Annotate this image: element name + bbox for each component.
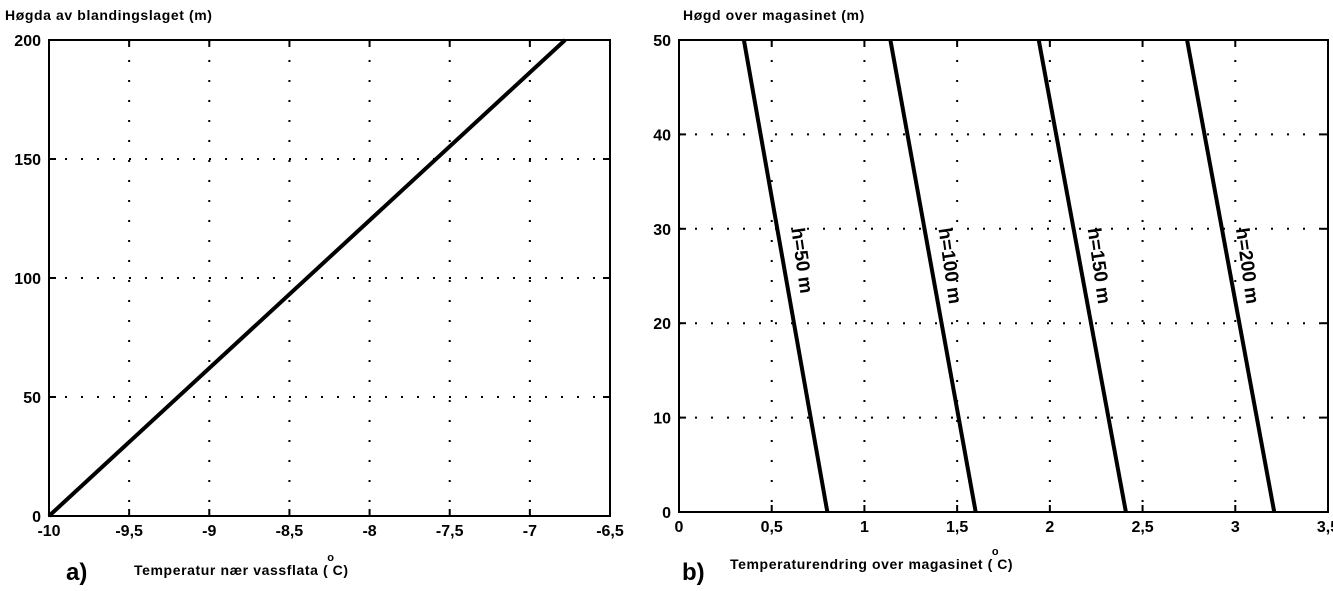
tick-labels-b: 0 0,5 1 1,5 2 2,5 3 3,5 0 10 20 30 40 50: [653, 33, 1333, 536]
plot-frame-b: [678, 39, 1329, 513]
grid-a: [48, 39, 611, 517]
y-tick-label: 150: [14, 152, 41, 169]
x-tick-label: -9: [202, 523, 216, 540]
series-lines-a: [47, 38, 567, 518]
x-tick-label: -8: [362, 523, 376, 540]
series-line-1: [47, 38, 567, 518]
series-label-1: h=50 m: [786, 227, 816, 295]
y-tick-label: 20: [653, 316, 671, 333]
x-tick-label: -10: [37, 523, 60, 540]
chart-panel-a: Høgda av blandingslaget (m) a) Temperatu…: [5, 7, 624, 586]
x-tick-label: -8,5: [276, 523, 304, 540]
y-tick-label: 200: [14, 33, 41, 50]
x-tick-label: 3,5: [1317, 519, 1333, 536]
y-axis-label-a: Høgda av blandingslaget (m): [5, 7, 213, 23]
x-tick-label: 2: [1045, 519, 1054, 536]
y-tick-label: 30: [653, 222, 671, 239]
y-tick-label: 50: [653, 33, 671, 50]
x-tick-label: -7: [523, 523, 537, 540]
panel-label-b: b): [682, 559, 705, 586]
plot-frame-a: [48, 39, 611, 517]
x-axis-label-a: Temperatur nær vassflata (o C): [134, 552, 349, 578]
series-lines-b: [741, 39, 1277, 513]
y-axis-label-b: Høgd over magasinet (m): [683, 7, 865, 23]
series-line-3: [1036, 39, 1128, 513]
x-tick-label: -7,5: [436, 523, 464, 540]
y-tick-label: 50: [23, 390, 41, 407]
series-line-4: [1185, 39, 1277, 513]
series-line-2: [888, 39, 978, 513]
x-tick-label: -6,5: [596, 523, 624, 540]
x-tick-label: 0: [675, 519, 684, 536]
y-tick-label: 40: [653, 127, 671, 144]
panel-label-a: a): [66, 559, 87, 586]
chart-panel-b: Høgd over magasinet (m) b) Temperaturend…: [653, 7, 1333, 586]
series-label-2: h=100 m: [934, 227, 965, 306]
y-tick-label: 100: [14, 271, 41, 288]
series-labels-b: h=50 m h=100 m h=150 m h=200 m: [786, 227, 1262, 306]
y-tick-label: 10: [653, 411, 671, 428]
x-tick-label: 1: [860, 519, 869, 536]
tick-labels-a: -10 -9,5 -9 -8,5 -8 -7,5 -7 -6,5 0 50 100 150 200: [14, 33, 624, 540]
y-tick-label: 0: [662, 505, 671, 522]
x-tick-label: -9,5: [115, 523, 143, 540]
x-tick-label: 1,5: [946, 519, 968, 536]
x-tick-label: 2,5: [1131, 519, 1153, 536]
y-tick-label: 0: [32, 509, 41, 526]
series-line-1: [741, 39, 830, 513]
x-tick-label: 3: [1231, 519, 1240, 536]
x-axis-label-b: Temperaturendring over magasinet (o C): [730, 546, 1013, 572]
x-tick-label: 0,5: [761, 519, 783, 536]
